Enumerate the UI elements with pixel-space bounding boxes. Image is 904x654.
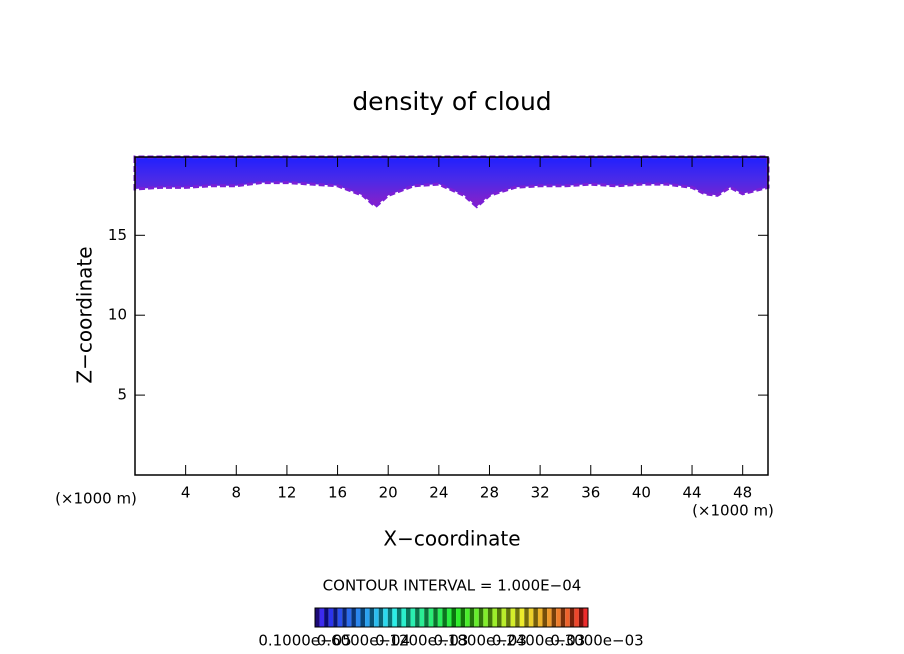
y-tick-label: 10 [108, 306, 127, 324]
colorbar-cell [465, 608, 470, 627]
colorbar-cell [519, 608, 525, 627]
colorbar-cell [378, 608, 384, 627]
colorbar-cell [547, 608, 552, 627]
x-tick-label: 48 [733, 484, 752, 502]
colorbar-cell [533, 608, 538, 627]
colorbar-cell [537, 608, 543, 627]
colorbar-cell [351, 608, 356, 627]
colorbar-cell [451, 608, 457, 627]
colorbar-cell [460, 608, 466, 627]
colorbar-cell [355, 608, 361, 627]
x-tick-label: 4 [181, 484, 191, 502]
colorbar-cell [437, 608, 443, 627]
colorbar-cell [456, 608, 461, 627]
colorbar-label: 0.1200e−03 [375, 632, 468, 650]
colorbar-cell [374, 608, 379, 627]
colorbar-label: 0.1800e−03 [434, 632, 527, 650]
colorbar-label: 0.2400e−03 [492, 632, 585, 650]
colorbar-cell [433, 608, 438, 627]
colorbar: 0.1000e−050.6000e−040.1200e−030.1800e−03… [258, 607, 644, 650]
colorbar-label: 0.3000e−03 [550, 632, 643, 650]
colorbar-cell [419, 608, 425, 627]
colorbar-cell [515, 608, 520, 627]
colorbar-cell [551, 608, 557, 627]
chart-title: density of cloud [352, 87, 551, 116]
colorbar-cell [333, 608, 338, 627]
x-unit-label: (×1000 m) [692, 502, 774, 520]
colorbar-cell [560, 608, 566, 627]
colorbar-cell [342, 608, 347, 627]
contour-interval: CONTOUR INTERVAL = 1.000E−04 [323, 577, 582, 595]
colorbar-cell [337, 608, 343, 627]
x-tick-label: 20 [379, 484, 398, 502]
colorbar-label: 0.6000e−04 [317, 632, 410, 650]
colorbar-cell [369, 608, 375, 627]
colorbar-label: 0.1000e−05 [258, 632, 351, 650]
x-tick-label: 8 [232, 484, 242, 502]
colorbar-cell [578, 608, 584, 627]
colorbar-cell [501, 608, 507, 627]
colorbar-cell [469, 608, 475, 627]
colorbar-cell [565, 608, 570, 627]
colorbar-cell [319, 608, 325, 627]
colorbar-cell [569, 608, 575, 627]
colorbar-cell [392, 608, 397, 627]
x-tick-label: 36 [581, 484, 600, 502]
colorbar-cell [396, 608, 402, 627]
colorbar-cell [483, 608, 488, 627]
colorbar-cell [446, 608, 452, 627]
colorbar-cell [474, 608, 479, 627]
x-tick-label: 12 [277, 484, 296, 502]
y-tick-label: 15 [108, 226, 127, 244]
y-axis-label: Z−coordinate [73, 246, 97, 383]
colorbar-cell [410, 608, 416, 627]
colorbar-cell [556, 608, 561, 627]
colorbar-cell [346, 608, 352, 627]
colorbar-cell [442, 608, 447, 627]
x-tick-label: 32 [531, 484, 550, 502]
colorbar-cell [387, 608, 393, 627]
cloud-region [133, 155, 770, 209]
colorbar-cell [492, 608, 497, 627]
colorbar-cell [574, 608, 579, 627]
x-tick-label: 40 [632, 484, 651, 502]
x-axis-label: X−coordinate [383, 527, 520, 551]
colorbar-cell [583, 608, 588, 627]
colorbar-cell [401, 608, 406, 627]
colorbar-cell [497, 608, 502, 627]
colorbar-cell [360, 608, 366, 627]
colorbar-cell [406, 608, 411, 627]
colorbar-cell [415, 608, 420, 627]
x-tick-label: 24 [429, 484, 448, 502]
colorbar-cell [487, 608, 493, 627]
x-tick-label: 44 [682, 484, 701, 502]
colorbar-cell [365, 608, 370, 627]
y-unit-label: (×1000 m) [55, 490, 137, 508]
colorbar-cell [328, 608, 334, 627]
colorbar-cell [383, 608, 388, 627]
colorbar-frame [314, 607, 589, 628]
colorbar-cell [542, 608, 548, 627]
plot-frame [134, 156, 769, 476]
x-tick-label: 16 [328, 484, 347, 502]
colorbar-cell [506, 608, 511, 627]
colorbar-cell [424, 608, 429, 627]
colorbar-cell [510, 608, 516, 627]
x-tick-label: 28 [480, 484, 499, 502]
colorbar-cell [315, 608, 320, 627]
colorbar-cell [524, 608, 529, 627]
colorbar-cell [324, 608, 329, 627]
colorbar-cell [478, 608, 484, 627]
colorbar-cell [528, 608, 534, 627]
colorbar-cell [428, 608, 434, 627]
y-tick-label: 5 [117, 386, 127, 404]
